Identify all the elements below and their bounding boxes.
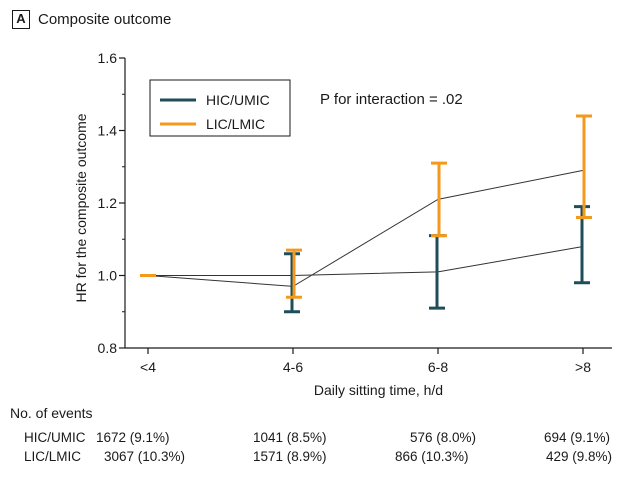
series-line-0: [148, 246, 584, 276]
events-lic-1: 1571 (8.9%): [253, 449, 327, 464]
x-tick-label-3: >8: [575, 359, 591, 375]
chart: 0.8 1.0 1.2 1.4 1.6 <4 4-6 6-8 >8 Daily sitting t…: [73, 50, 612, 398]
events-hic-0: 1672 (9.1%): [96, 430, 170, 445]
legend-box: [149, 79, 291, 137]
events-lic-2: 866 (10.3%): [395, 449, 469, 464]
p-interaction-annotation: P for interaction = .02: [320, 91, 463, 108]
events-hic-3: 694 (9.1%): [544, 430, 611, 445]
y-tick-label-1: 1.0: [98, 268, 118, 284]
x-tick-label-2: 6-8: [428, 359, 448, 375]
panel-letter: A: [12, 10, 30, 29]
y-tick-label-2: 1.2: [98, 195, 118, 211]
events-lic-0: 3067 (10.3%): [104, 449, 186, 464]
x-tick-label-1: 4-6: [283, 359, 303, 375]
events-label-lic: LIC/LMIC: [24, 449, 82, 464]
x-tick-label-0: <4: [140, 359, 156, 375]
series-line-1: [147, 169, 584, 287]
events-hic-1: 1041 (8.5%): [253, 430, 327, 445]
panel-title: Composite outcome: [38, 11, 172, 28]
events-lic-3: 429 (9.8%): [546, 449, 613, 464]
y-tick-label-3: 1.4: [98, 123, 118, 139]
events-heading: No. of events: [10, 405, 93, 421]
legend-label-1: LIC/LMIC: [206, 116, 265, 132]
y-axis-label: HR for the composite outcome: [73, 113, 89, 302]
events-hic-2: 576 (8.0%): [410, 430, 477, 445]
legend-label-0: HIC/UMIC: [206, 92, 270, 108]
events-label-hic: HIC/UMIC: [24, 430, 86, 445]
y-tick-label-0: 0.8: [98, 340, 118, 356]
x-axis-label: Daily sitting time, h/d: [314, 382, 443, 398]
y-tick-label-4: 1.6: [98, 50, 118, 66]
